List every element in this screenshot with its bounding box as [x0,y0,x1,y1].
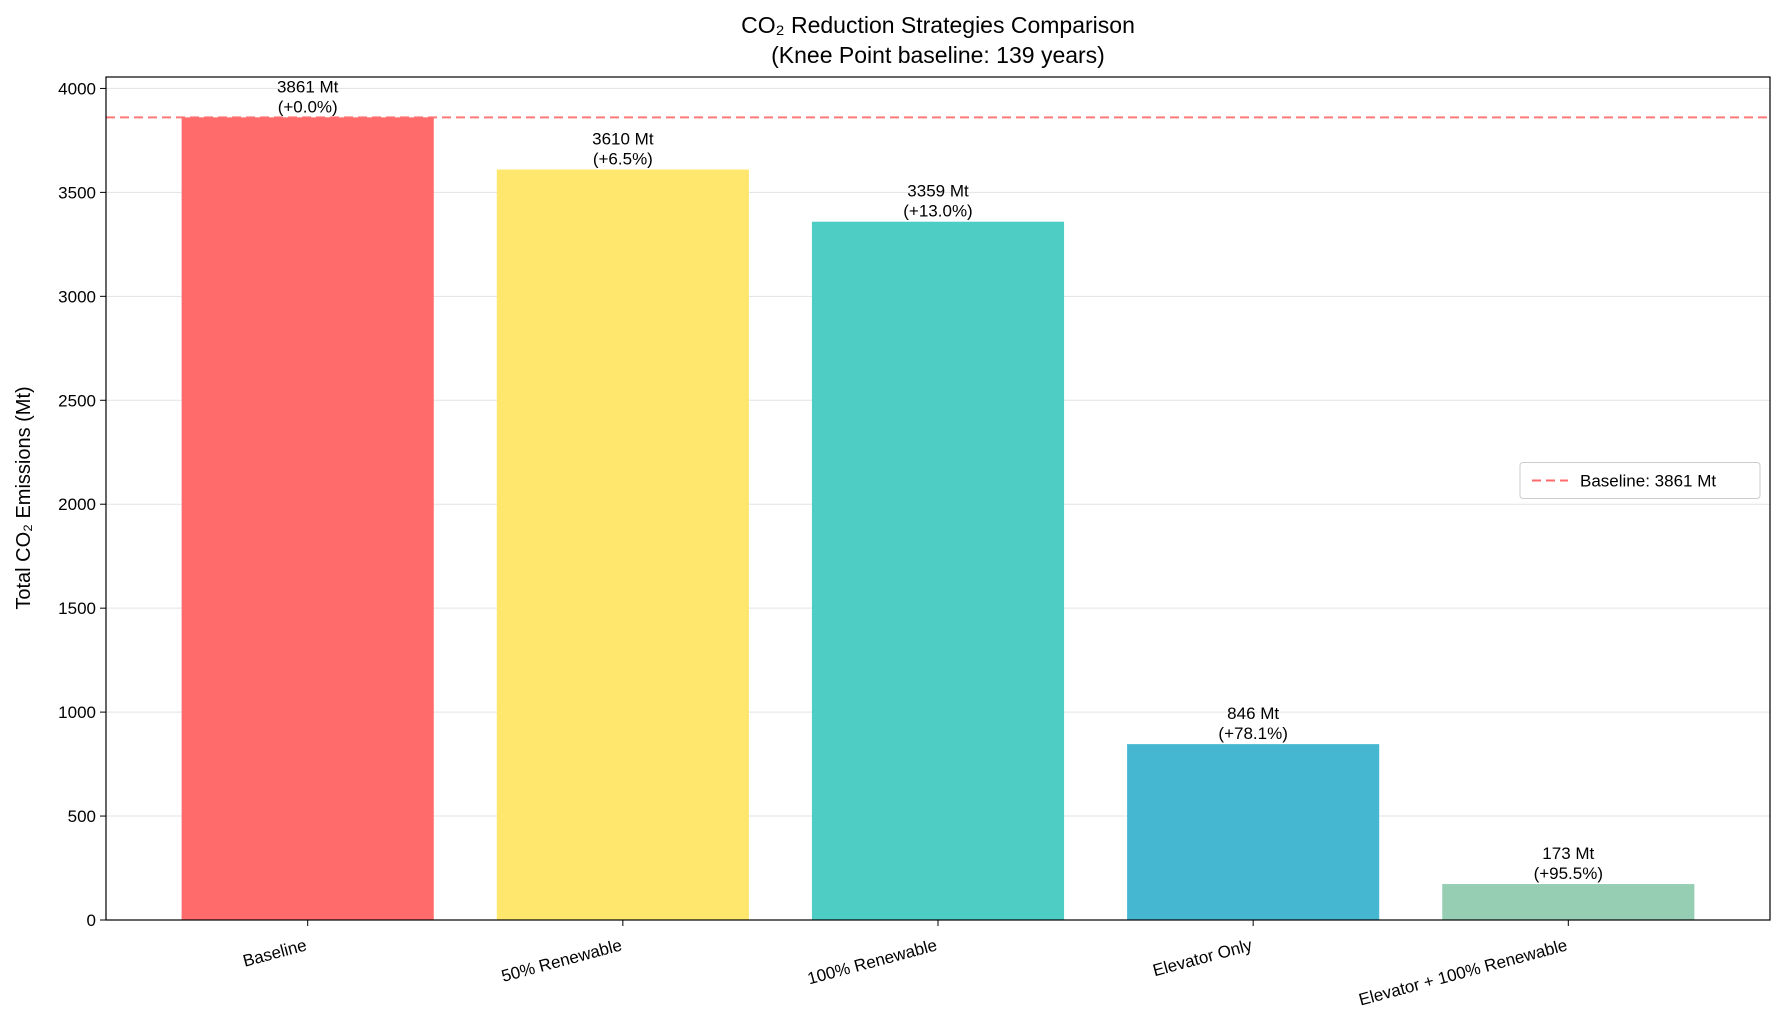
axes-frame [105,76,1771,921]
bar [1127,744,1380,920]
value-annotation: (+95.5%) [1534,864,1603,883]
value-label: 173 Mt [1542,844,1594,863]
legend: Baseline: 3861 Mt [1519,462,1761,499]
y-tick-label: 1500 [58,599,96,618]
value-annotation: (+6.5%) [593,150,653,169]
y-tick-label: 0 [87,911,96,930]
y-tick-label: 2500 [58,391,96,410]
y-tick-label: 500 [68,807,96,826]
y-tick-label: 4000 [58,79,96,98]
y-tick-label: 3000 [58,287,96,306]
value-label: 3861 Mt [277,77,339,96]
value-annotation: (+0.0%) [278,97,338,116]
legend-box [1519,462,1761,499]
chart-subtitle: (Knee Point baseline: 139 years) [771,42,1105,68]
bar [496,169,749,920]
bar [181,117,434,921]
legend-label: Baseline: 3861 Mt [1580,472,1716,491]
value-label: 3359 Mt [907,182,969,201]
y-tick-label: 3500 [58,183,96,202]
y-tick-label: 2000 [58,495,96,514]
bar [811,221,1065,920]
bar [1442,884,1695,920]
y-tick-label: 1000 [58,703,96,722]
value-annotation: (+13.0%) [903,202,972,221]
x-tick-label: 50% Renewable [499,936,624,986]
chart-title: CO₂ Reduction Strategies Comparison [741,12,1135,38]
value-label: 846 Mt [1227,704,1279,723]
x-tick-label: Elevator + 100% Renewable [1357,936,1570,1010]
y-axis-label: Total CO₂ Emissions (Mt) [13,386,35,609]
x-tick-label: 100% Renewable [805,936,939,989]
value-label: 3610 Mt [592,130,654,149]
value-annotation: (+78.1%) [1218,724,1287,743]
x-tick-label: Baseline [241,936,309,971]
x-tick-label: Elevator Only [1151,935,1255,980]
